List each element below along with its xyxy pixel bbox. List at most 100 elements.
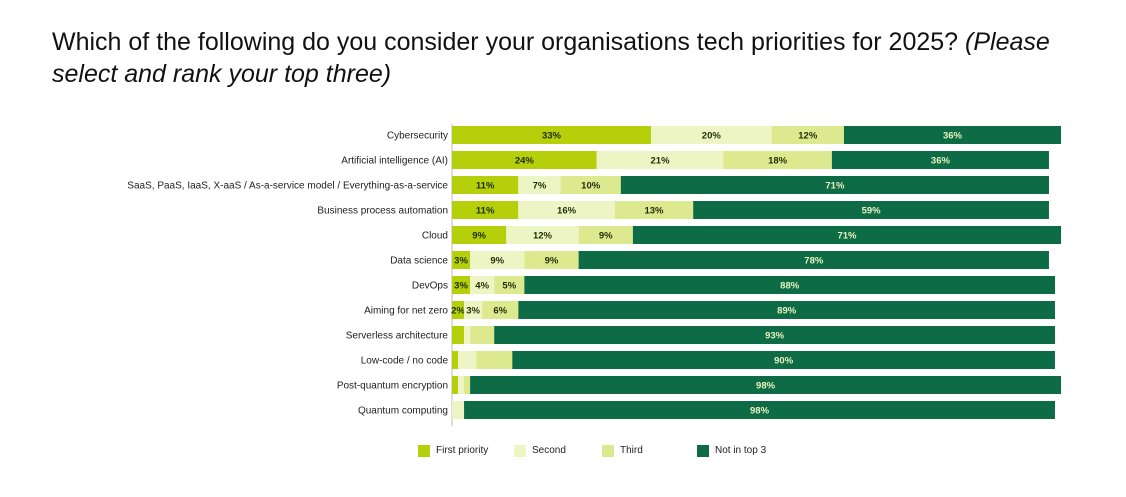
bar-serverless-architecture-second [464, 326, 471, 344]
category-label-cybersecurity: Cybersecurity [387, 131, 448, 142]
bar-artificial-intelligence-ai-first-priority [452, 151, 597, 169]
bar-devops-second [470, 276, 495, 294]
data-label-post-quantum-encryption-not-in-top-3: 98% [756, 381, 776, 392]
data-label-artificial-intelligence-ai-not-in-top-3: 36% [931, 156, 951, 167]
category-label-business-process-automation: Business process automation [317, 206, 448, 217]
bar-cloud-not-in-top-3 [632, 226, 1062, 244]
bar-low-code-no-code-second [458, 351, 477, 369]
category-label-artificial-intelligence-ai: Artificial intelligence (AI) [341, 156, 448, 167]
data-label-cloud-not-in-top-3: 71% [837, 231, 857, 242]
bar-business-process-automation-third [614, 201, 694, 219]
data-label-saas-paas-iaas-x-aas-as-a-service-model-everything-as-a-service-first-priority: 11% [476, 181, 495, 192]
bar-cloud-third [578, 226, 633, 244]
data-label-saas-paas-iaas-x-aas-as-a-service-model-everything-as-a-service-third: 10% [581, 181, 601, 192]
data-label-cybersecurity-third: 12% [798, 131, 818, 142]
bar-saas-paas-iaas-x-aas-as-a-service-model-everything-as-a-service-first-priority [452, 176, 519, 194]
data-label-cybersecurity-first-priority: 33% [542, 131, 562, 142]
bar-cybersecurity-first-priority [452, 126, 651, 144]
bar-post-quantum-encryption-second [458, 376, 465, 394]
chart-title-subtitle: (Please select and rank your top three) [52, 28, 1050, 88]
data-label-business-process-automation-not-in-top-3: 59% [862, 206, 882, 217]
category-label-devops: DevOps [412, 281, 448, 292]
data-label-business-process-automation-third: 13% [644, 206, 664, 217]
data-label-serverless-architecture-not-in-top-3: 93% [765, 331, 785, 342]
bar-cybersecurity-second [650, 126, 772, 144]
bar-aiming-for-net-zero-not-in-top-3 [518, 301, 1055, 319]
legend-swatch-second [514, 445, 526, 457]
bar-post-quantum-encryption-first-priority [452, 376, 459, 394]
data-label-low-code-no-code-not-in-top-3: 90% [774, 356, 794, 367]
bar-cybersecurity-not-in-top-3 [843, 126, 1062, 144]
chart-title-main: Which of the following do you consider y… [52, 28, 959, 56]
data-label-saas-paas-iaas-x-aas-as-a-service-model-everything-as-a-service-not-in-top-3: 71% [825, 181, 845, 192]
bar-cloud-first-priority [452, 226, 507, 244]
category-label-aiming-for-net-zero: Aiming for net zero [364, 306, 448, 317]
data-label-aiming-for-net-zero-not-in-top-3: 89% [777, 306, 797, 317]
category-label-post-quantum-encryption: Post-quantum encryption [337, 381, 448, 392]
legend-label-third: Third [620, 445, 643, 456]
bar-business-process-automation-second [518, 201, 615, 219]
bar-artificial-intelligence-ai-not-in-top-3 [831, 151, 1049, 169]
stacked-bar-chart: Cybersecurity 33% 20% 12% 36% Artificial inte… [127, 124, 1062, 426]
legend-item-not-in-top-3: Not in top 3 [697, 445, 766, 457]
data-label-cloud-second: 12% [533, 231, 553, 242]
data-label-aiming-for-net-zero-first-priority: 2% [451, 306, 465, 317]
data-label-artificial-intelligence-ai-third: 18% [768, 156, 788, 167]
bar-data-science-first-priority [452, 251, 471, 269]
bar-serverless-architecture-third [470, 326, 495, 344]
bar-serverless-architecture-not-in-top-3 [494, 326, 1056, 344]
bar-post-quantum-encryption-third [464, 376, 471, 394]
bar-business-process-automation-first-priority [452, 201, 519, 219]
bar-devops-not-in-top-3 [524, 276, 1055, 294]
data-label-devops-third: 5% [502, 281, 516, 292]
legend-label-not-in-top-3: Not in top 3 [715, 445, 767, 456]
legend-label-second: Second [532, 445, 566, 456]
bar-saas-paas-iaas-x-aas-as-a-service-model-everything-as-a-service-not-in-top-3 [620, 176, 1049, 194]
legend-swatch-third [602, 445, 614, 457]
bar-data-science-third [524, 251, 579, 269]
category-label-data-science: Data science [390, 256, 448, 267]
bar-post-quantum-encryption-not-in-top-3 [470, 376, 1062, 394]
bar-low-code-no-code-first-priority [452, 351, 459, 369]
data-label-devops-second: 4% [475, 281, 489, 292]
data-label-data-science-first-priority: 3% [454, 256, 468, 267]
data-label-business-process-automation-second: 16% [557, 206, 577, 217]
data-label-devops-first-priority: 3% [454, 281, 468, 292]
category-label-low-code-no-code: Low-code / no code [361, 356, 449, 367]
bar-cloud-second [506, 226, 579, 244]
legend-swatch-not-in-top-3 [697, 445, 709, 457]
category-label-cloud: Cloud [422, 231, 448, 242]
bar-data-science-second [470, 251, 525, 269]
bar-aiming-for-net-zero-first-priority [452, 301, 465, 319]
bar-saas-paas-iaas-x-aas-as-a-service-model-everything-as-a-service-third [560, 176, 621, 194]
bar-artificial-intelligence-ai-third [723, 151, 832, 169]
data-label-data-science-third: 9% [545, 256, 559, 267]
data-label-data-science-not-in-top-3: 78% [804, 256, 824, 267]
legend-item-second: Second [514, 445, 566, 457]
bar-devops-third [494, 276, 525, 294]
bar-low-code-no-code-third [476, 351, 513, 369]
data-label-cloud-third: 9% [599, 231, 613, 242]
data-label-data-science-second: 9% [490, 256, 504, 267]
bar-serverless-architecture-first-priority [452, 326, 465, 344]
legend-label-first-priority: First priority [436, 445, 489, 456]
legend-item-third: Third [602, 445, 643, 457]
data-label-aiming-for-net-zero-third: 6% [493, 306, 507, 317]
bar-quantum-computing-not-in-top-3 [464, 401, 1055, 419]
data-label-aiming-for-net-zero-second: 3% [466, 306, 480, 317]
bar-devops-first-priority [452, 276, 471, 294]
legend-swatch-first-priority [418, 445, 430, 457]
data-label-artificial-intelligence-ai-second: 21% [651, 156, 671, 167]
category-label-saas-paas-iaas-x-aas-as-a-service-model-everything-as-a-service: SaaS, PaaS, IaaS, X-aaS / As-a-service m… [127, 181, 448, 192]
bar-data-science-not-in-top-3 [578, 251, 1049, 269]
bar-business-process-automation-not-in-top-3 [693, 201, 1049, 219]
bar-cybersecurity-third [771, 126, 844, 144]
data-label-devops-not-in-top-3: 88% [780, 281, 800, 292]
chart-title: Which of the following do you consider y… [52, 26, 1092, 90]
data-label-quantum-computing-not-in-top-3: 98% [750, 406, 770, 417]
legend-item-first-priority: First priority [418, 445, 488, 457]
category-label-quantum-computing: Quantum computing [358, 406, 448, 417]
data-label-business-process-automation-first-priority: 11% [476, 206, 495, 217]
data-label-saas-paas-iaas-x-aas-as-a-service-model-everything-as-a-service-second: 7% [533, 181, 547, 192]
data-label-cloud-first-priority: 9% [472, 231, 486, 242]
